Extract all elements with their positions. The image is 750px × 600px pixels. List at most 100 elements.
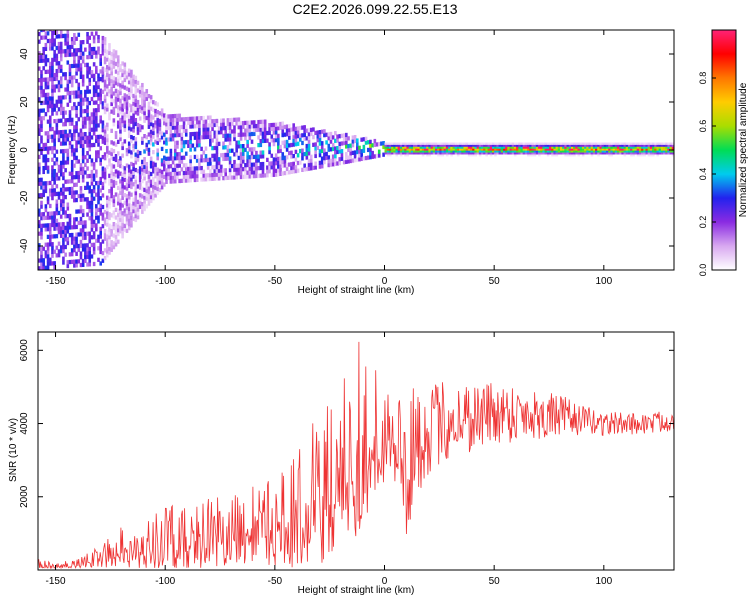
spectrogram-cell [279, 167, 282, 173]
spectrogram-cell [399, 146, 403, 149]
spectrogram-cell [314, 161, 317, 166]
spectrogram-cell [597, 152, 600, 155]
spectrogram-cell [184, 174, 188, 179]
spectrogram-cell [136, 88, 140, 93]
spectrogram-cell [70, 63, 74, 69]
spectrogram-cell [62, 160, 65, 165]
spectrogram-cell [283, 132, 287, 137]
spectrogram-cell [156, 110, 160, 115]
spectrogram-cell [138, 181, 142, 186]
spectrogram-x-tick-label: -150 [46, 276, 66, 287]
spectrogram-cell [399, 148, 403, 151]
spectrogram-cell [138, 127, 142, 133]
spectrogram-cell [173, 144, 177, 149]
spectrogram-cell [116, 170, 120, 175]
spectrogram-cell [44, 223, 48, 228]
spectrogram-cell [110, 240, 113, 245]
spectrogram-cell [290, 127, 293, 132]
spectrogram-cell [79, 220, 83, 225]
spectrogram-cell [101, 105, 105, 110]
spectrogram-cell [84, 124, 87, 129]
spectrogram-cell [450, 146, 453, 149]
spectrogram-cell [79, 44, 83, 49]
spectrogram-cell [53, 188, 56, 193]
spectrogram-cell [46, 265, 50, 270]
spectrogram-cell [252, 154, 256, 160]
spectrogram-cell [165, 114, 168, 119]
spectrogram-cell [584, 144, 587, 147]
spectrogram-cell [443, 150, 447, 153]
spectrogram-cell [138, 166, 142, 171]
spectrogram-cell [55, 53, 59, 58]
spectrogram-cell [173, 133, 177, 138]
spectrogram-cell [647, 144, 651, 147]
spectrogram-cell [349, 147, 353, 152]
spectrogram-cell [167, 160, 170, 165]
spectrogram-cell [421, 146, 425, 149]
spectrogram-cell [134, 214, 138, 219]
spectrogram-cell [81, 166, 85, 171]
spectrogram-cell [59, 222, 63, 227]
spectrogram-cell [75, 78, 78, 84]
spectrogram-cell [132, 174, 135, 179]
spectrogram-cell [656, 150, 660, 153]
spectrogram-cell [123, 70, 127, 75]
spectrogram-cell [649, 146, 653, 149]
spectrogram-cell [99, 146, 102, 151]
spectrogram-cell [88, 231, 92, 236]
spectrogram-cell [584, 142, 587, 145]
spectrogram-cell [46, 77, 50, 82]
spectrogram-cell [48, 61, 52, 67]
spectrogram-cell [544, 142, 548, 145]
spectrogram-cell [160, 112, 164, 117]
spectrogram-cell [272, 168, 276, 174]
spectrogram-cell [59, 199, 63, 204]
spectrogram-cell [285, 139, 289, 145]
spectrogram-cell [540, 144, 543, 147]
spectrogram-cell [134, 152, 138, 157]
spectrogram-cell [274, 161, 278, 166]
spectrogram-cell [42, 246, 45, 251]
spectrogram-cell [562, 150, 565, 153]
spectrogram-cell [261, 173, 265, 178]
spectrogram-cell [143, 99, 146, 104]
spectrogram-cell [533, 154, 537, 157]
spectrogram-cell [103, 133, 107, 138]
spectrogram-cell [529, 148, 532, 151]
spectrogram-cell [246, 132, 249, 137]
spectrogram-cell [46, 138, 50, 143]
spectrogram-cell [301, 148, 304, 153]
spectrogram-cell [652, 154, 655, 157]
spectrogram-cell [568, 152, 572, 155]
spectrogram-cell [513, 146, 517, 149]
spectrogram-cell [540, 148, 543, 151]
spectrogram-cell [195, 173, 199, 179]
spectrogram-cell [544, 146, 548, 149]
spectrogram-cell [395, 148, 399, 151]
spectrogram-cell [331, 162, 335, 167]
spectrogram-cell [154, 120, 157, 125]
spectrogram-cell [147, 151, 151, 156]
spectrogram-cell [116, 185, 120, 191]
spectrogram-cell [145, 89, 149, 94]
spectrogram-cell [217, 172, 221, 177]
spectrogram-cell [156, 148, 160, 153]
spectrogram-cell [597, 154, 600, 157]
spectrogram-cell [516, 150, 519, 153]
spectrogram-cell [386, 150, 390, 153]
spectrogram-cell [130, 92, 133, 97]
spectrogram-cell [62, 248, 65, 254]
spectrogram-cell [445, 148, 449, 151]
spectrogram-cell [658, 150, 662, 153]
spectrogram-cell [568, 148, 572, 151]
spectrogram-cell [252, 166, 256, 171]
spectrogram-cell [222, 176, 225, 181]
spectrogram-cell [154, 185, 157, 190]
spectrogram-cell [86, 135, 89, 140]
spectrogram-cell [92, 39, 96, 44]
spectrogram-cell [64, 187, 67, 192]
spectrogram-cell [189, 158, 192, 164]
spectrogram-cell [108, 58, 111, 63]
spectrogram-cell [257, 135, 260, 140]
